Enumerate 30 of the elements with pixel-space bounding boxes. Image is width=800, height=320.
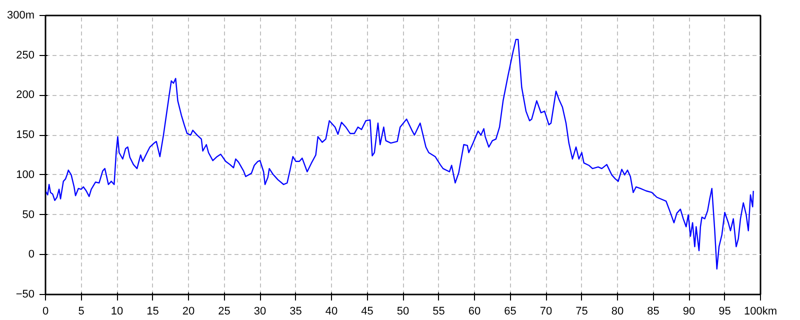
x-tick-label: 90 <box>682 306 696 318</box>
x-tick-label: 50 <box>396 306 410 318</box>
y-tick-label: 300m <box>6 10 35 22</box>
x-tick-label: 10 <box>110 306 124 318</box>
x-tick-label: 55 <box>432 306 445 318</box>
x-tick-label: 85 <box>647 306 660 318</box>
x-tick-label: 45 <box>361 306 374 318</box>
x-tick-label: 95 <box>718 306 731 318</box>
x-tick-label: 30 <box>254 306 266 318</box>
y-tick-label: −50 <box>16 288 35 300</box>
x-tick-label: 35 <box>290 306 302 318</box>
x-tick-label: 65 <box>504 306 516 318</box>
x-tick-label: 15 <box>146 306 159 318</box>
x-tick-label: 20 <box>182 306 195 318</box>
x-tick-label: 70 <box>540 306 552 318</box>
x-tick-label: 5 <box>78 306 84 318</box>
x-tick-label: 25 <box>218 306 230 318</box>
y-tick-label: 100 <box>16 168 35 181</box>
line-series <box>46 38 754 270</box>
y-tick-label: 50 <box>22 208 35 221</box>
x-tick-label: 0 <box>42 306 49 318</box>
y-tick-label: 150 <box>16 129 35 142</box>
y-tick-label: 250 <box>16 49 35 62</box>
x-tick-label: 60 <box>468 306 481 318</box>
x-tick-label: 75 <box>576 306 588 318</box>
x-tick-label: 40 <box>325 306 338 318</box>
x-tick-label: 80 <box>611 306 624 318</box>
y-tick-label: 200 <box>16 89 35 102</box>
x-tick-label: 100km <box>744 306 778 318</box>
y-tick-label: 0 <box>28 248 35 261</box>
